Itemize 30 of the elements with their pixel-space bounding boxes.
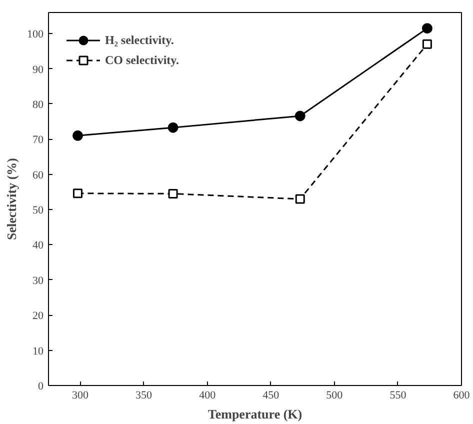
point <box>168 188 178 198</box>
legend-label: CO selectivity. <box>105 52 179 68</box>
y-tick-label: 30 <box>32 274 44 287</box>
y-tick-label: 10 <box>32 345 44 358</box>
x-tick-label: 300 <box>72 390 90 402</box>
legend-label: H₂ selectivity. <box>105 32 174 48</box>
point <box>72 188 82 198</box>
x-tick-label: 350 <box>136 390 153 402</box>
x-tick-label: 550 <box>390 390 407 402</box>
y-tick-label: 80 <box>32 98 44 111</box>
y-tick-label: 90 <box>32 64 44 76</box>
point <box>422 23 432 34</box>
y-tick-label: 50 <box>32 204 44 217</box>
point <box>72 130 83 141</box>
y-tick-label: 100 <box>27 28 44 41</box>
point <box>422 39 432 49</box>
x-tick-label: 600 <box>453 390 470 402</box>
point <box>294 110 306 122</box>
x-axis-title: Temperature (K) <box>208 406 302 422</box>
y-tick-label: 60 <box>32 169 44 182</box>
point <box>168 122 178 133</box>
y-tick-label: 70 <box>32 134 44 146</box>
y-axis-title: Selectivity (%) <box>4 158 19 240</box>
x-tick-label: 400 <box>199 390 216 402</box>
y-tick-label: 20 <box>32 310 44 322</box>
x-tick-label: 450 <box>262 390 280 402</box>
x-tick-label: 500 <box>326 390 344 402</box>
y-tick-label: 0 <box>38 380 44 392</box>
point <box>295 194 305 204</box>
y-tick-label: 40 <box>32 240 44 252</box>
